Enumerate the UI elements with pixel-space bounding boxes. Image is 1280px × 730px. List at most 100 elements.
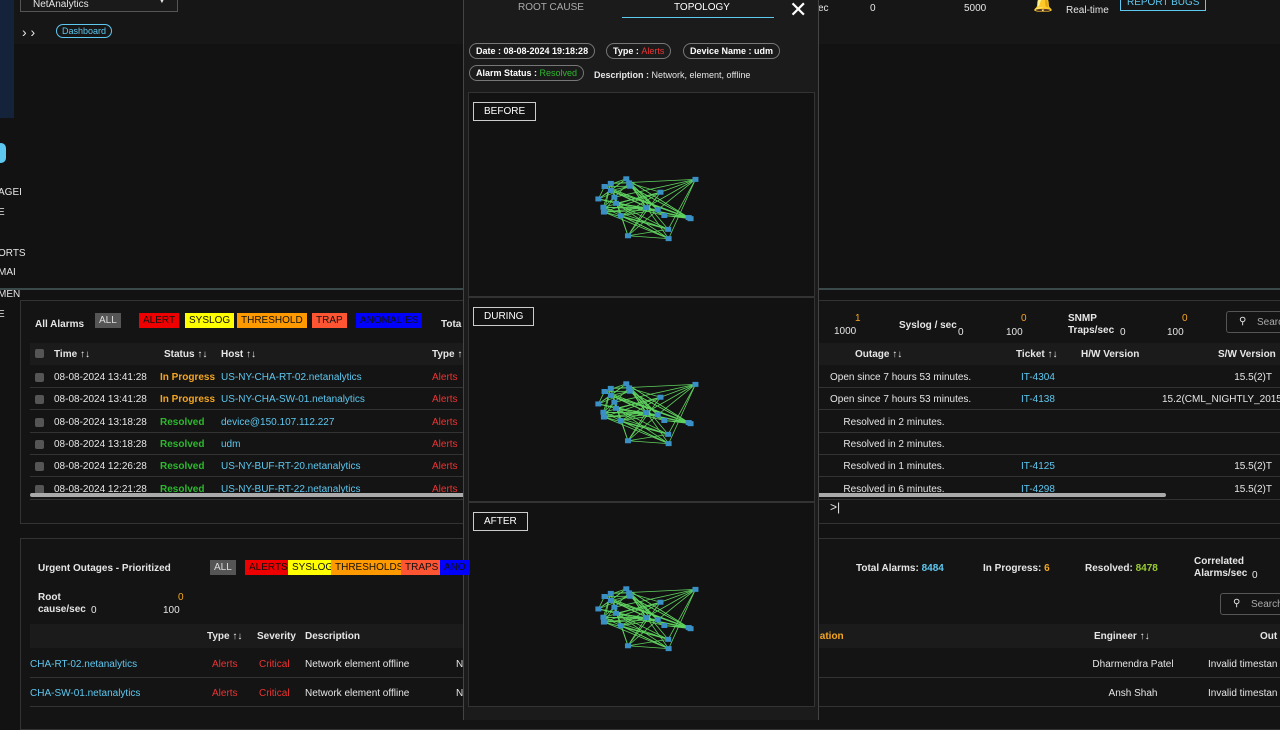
node[interactable] [595, 196, 601, 201]
node[interactable] [602, 594, 608, 599]
tab[interactable]: ROOT CAUSE [518, 2, 584, 13]
node[interactable] [602, 389, 608, 394]
column-header[interactable]: Out [1260, 631, 1277, 642]
node[interactable] [666, 236, 672, 241]
column-header[interactable]: Time ↑↓ [54, 349, 90, 360]
node[interactable] [688, 216, 694, 221]
column-header[interactable]: Ticket ↑↓ [1016, 349, 1058, 360]
node[interactable] [613, 611, 619, 616]
node[interactable] [666, 646, 672, 651]
sidebar-item[interactable]: E [0, 207, 5, 218]
sidebar-item[interactable]: ORTS [0, 248, 26, 259]
node[interactable] [600, 410, 606, 415]
node[interactable] [608, 393, 614, 398]
cell-ticket[interactable]: IT-4138 [1021, 394, 1055, 405]
filter-button[interactable]: ANO [440, 560, 470, 575]
node[interactable] [655, 207, 661, 212]
cell-host[interactable]: CHA-SW-01.netanalytics [30, 688, 140, 699]
node[interactable] [602, 184, 608, 189]
node[interactable] [608, 386, 614, 391]
node[interactable] [666, 441, 672, 446]
search-box[interactable]: ⚲Searc [1226, 311, 1280, 333]
node[interactable] [692, 382, 698, 387]
tab-active[interactable]: TOPOLOGY [674, 2, 730, 13]
node[interactable] [601, 210, 607, 215]
node[interactable] [657, 190, 663, 195]
column-header[interactable]: Status ↑↓ [164, 349, 207, 360]
sidebar-item[interactable]: MEN [0, 289, 20, 300]
node[interactable] [643, 410, 649, 415]
node[interactable] [608, 181, 614, 186]
cell-host[interactable]: CHA-RT-02.netanalytics [30, 659, 137, 670]
node[interactable] [623, 176, 629, 181]
node[interactable] [611, 195, 617, 200]
cell-host[interactable]: udm [221, 439, 240, 450]
node[interactable] [665, 637, 671, 642]
node[interactable] [643, 205, 649, 210]
node[interactable] [601, 415, 607, 420]
nav-arrows[interactable]: › › [22, 24, 35, 40]
topology-graph[interactable] [574, 337, 774, 467]
checkbox[interactable] [35, 373, 44, 382]
node[interactable] [600, 615, 606, 620]
cell-ticket[interactable]: IT-4304 [1021, 372, 1055, 383]
topology-graph[interactable] [574, 542, 774, 672]
checkbox[interactable] [35, 418, 44, 427]
node[interactable] [692, 177, 698, 182]
node[interactable] [618, 623, 624, 628]
cell-host[interactable]: US-NY-BUF-RT-20.netanalytics [221, 461, 361, 472]
node[interactable] [608, 188, 614, 193]
node[interactable] [657, 600, 663, 605]
node[interactable] [625, 233, 631, 238]
node[interactable] [611, 605, 617, 610]
filter-button[interactable]: ANOMALIES [356, 313, 422, 328]
node[interactable] [692, 587, 698, 592]
node[interactable] [613, 406, 619, 411]
breadcrumb[interactable]: Dashboard [56, 24, 112, 38]
node[interactable] [623, 381, 629, 386]
column-header[interactable]: Type ↑↓ [207, 631, 242, 642]
cell-host[interactable]: device@150.107.112.227 [221, 417, 334, 428]
filter-button[interactable]: ALL [210, 560, 236, 575]
node[interactable] [623, 586, 629, 591]
filter-button[interactable]: SYSLOG [185, 313, 234, 328]
topology-graph[interactable] [574, 132, 774, 262]
node[interactable] [661, 623, 667, 628]
node[interactable] [657, 395, 663, 400]
node[interactable] [611, 400, 617, 405]
node[interactable] [643, 615, 649, 620]
filter-button[interactable]: THRESHOLD [237, 313, 307, 328]
node[interactable] [608, 598, 614, 603]
node[interactable] [618, 213, 624, 218]
checkbox[interactable] [35, 440, 44, 449]
sidebar-item[interactable]: MAI [0, 267, 16, 278]
filter-button[interactable]: SYSLOG [288, 560, 337, 575]
column-header[interactable]: Severity [257, 631, 296, 642]
node[interactable] [601, 620, 607, 625]
node[interactable] [688, 626, 694, 631]
node[interactable] [618, 418, 624, 423]
node[interactable] [625, 643, 631, 648]
filter-button[interactable]: ALERTS [245, 560, 292, 575]
node[interactable] [688, 421, 694, 426]
filter-button[interactable]: TRAPS [401, 560, 442, 575]
node[interactable] [661, 418, 667, 423]
realtime[interactable]: Real-time [1066, 5, 1109, 16]
column-header[interactable]: Description [305, 631, 360, 642]
sidebar-item[interactable]: E [0, 309, 5, 320]
column-header[interactable]: Outage ↑↓ [855, 349, 902, 360]
node[interactable] [661, 213, 667, 218]
checkbox[interactable] [35, 349, 44, 358]
filter-button[interactable]: TRAP [312, 313, 347, 328]
cell-ticket[interactable]: IT-4125 [1021, 461, 1055, 472]
sidebar-item[interactable]: AGEI [0, 187, 22, 198]
column-header[interactable]: Host ↑↓ [221, 349, 256, 360]
node[interactable] [613, 201, 619, 206]
column-header[interactable]: Engineer ↑↓ [1094, 631, 1150, 642]
column-header[interactable]: S/W Version [1218, 349, 1276, 360]
column-header[interactable]: H/W Version [1081, 349, 1139, 360]
column-header[interactable]: iation [817, 631, 844, 642]
node[interactable] [595, 401, 601, 406]
node[interactable] [595, 606, 601, 611]
bell-icon[interactable]: 🔔 [1033, 0, 1053, 14]
